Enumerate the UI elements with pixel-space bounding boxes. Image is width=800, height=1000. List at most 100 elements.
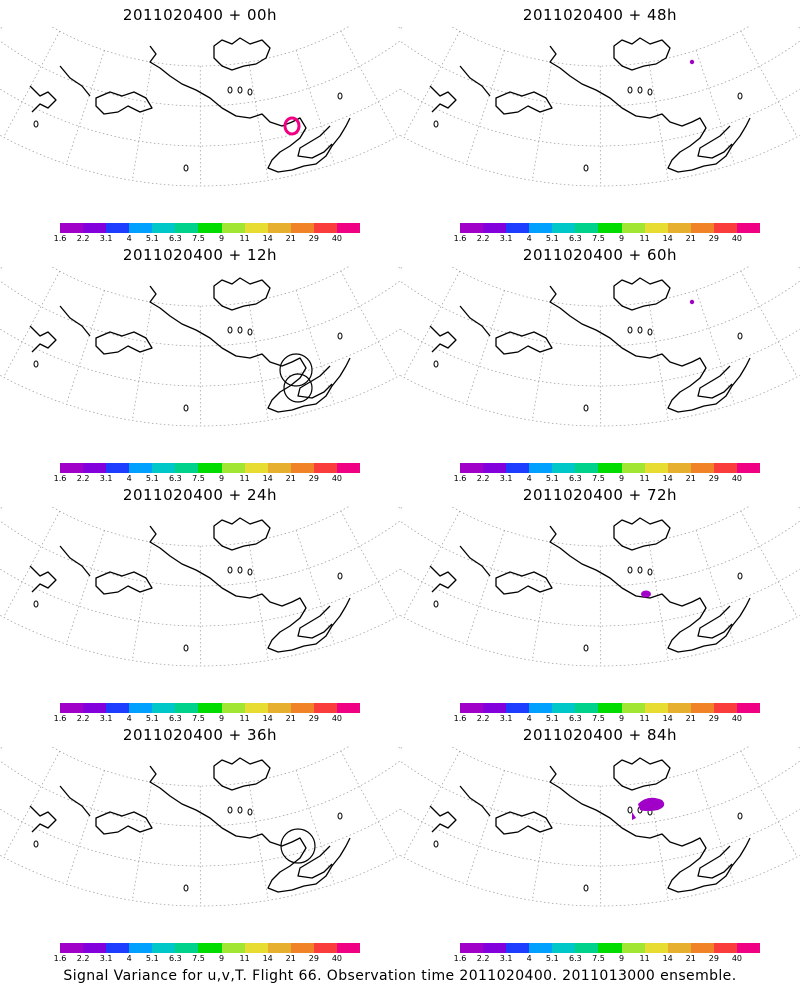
coastline [95,91,153,115]
meridian [3,751,60,858]
colorbar-label: 2.2 [76,474,90,483]
variance-blob [641,590,651,598]
colorbar-swatch [313,223,337,233]
colorbar-labels: 1.6 2.2 3.1 4 5.1 6.3 7.5 9 11 14 21 29 40 [54,474,360,484]
colorbar-swatch [644,943,668,953]
colorbar-label: 4 [526,234,532,243]
colorbar-label: 21 [285,954,296,963]
meridian [3,511,60,618]
island [237,326,243,334]
latitude-circle [0,520,400,587]
coastline [213,757,271,791]
colorbar-label: 11 [639,954,650,963]
colorbar-swatch [313,463,337,473]
latitude-circle [49,506,351,547]
coastlines [29,277,351,413]
colorbar-swatch [152,223,176,233]
colorbar-label: 29 [308,234,319,243]
meridian [400,746,404,751]
colorbar-swatch [106,223,130,233]
map-panel: 2011020400 + 12h 1.6 2.2 3.1 4 5.1 6.3 7.5 9 11 14… [0,240,400,483]
coastlines [429,37,751,173]
island [627,86,633,94]
colorbar-label: 7.5 [592,474,605,483]
colorbar-swatch [529,703,553,713]
colorbar-label: 9 [618,714,625,723]
polar-map [0,746,400,907]
colorbar-label: 11 [639,714,650,723]
meridian [403,31,460,138]
colorbar-label: 29 [708,714,719,723]
colorbar-label: 3.1 [499,234,513,243]
colorbar-label: 14 [662,474,673,483]
meridian [532,782,553,901]
colorbar-label: 2.2 [476,954,490,963]
variance-blob [689,59,695,65]
colorbar-label: 9 [218,954,225,963]
colorbar-swatch [60,703,84,713]
colorbar-swatch [529,463,553,473]
graticule [400,266,800,427]
latitude-circle [400,134,800,187]
panel-title: 2011020400 + 12h [122,246,278,264]
colorbar-label: 4 [526,954,532,963]
latitude-circle [0,374,400,427]
meridian [3,271,60,378]
coastline [549,765,751,893]
colorbar-label: 14 [662,234,673,243]
meridian [0,26,4,31]
colorbar-label: 4 [126,474,132,483]
latitude-circle [0,40,400,107]
colorbar-labels: 1.6 2.2 3.1 4 5.1 6.3 7.5 9 11 14 21 29 40 [54,234,360,244]
meridian [132,782,153,901]
island [647,568,653,576]
colorbar-label: 40 [731,474,743,483]
colorbar-swatch [598,703,622,713]
colorbar-swatch [221,223,245,233]
island [737,572,743,580]
island [583,404,589,412]
colorbar-label: 6.3 [569,474,582,483]
meridian [295,50,335,165]
colorbar-swatch [483,463,507,473]
colorbar-label: 40 [731,714,743,723]
colorbar-swatch [198,223,222,233]
colorbar-swatch [290,223,314,233]
panel-title: 2011020400 + 48h [522,6,678,24]
colorbar-label: 11 [239,954,250,963]
coastline [213,37,271,71]
colorbar-label: 21 [285,714,296,723]
meridian [397,746,400,750]
colorbar-swatch [621,703,645,713]
colorbar-label: 5.1 [545,234,559,243]
meridian [648,541,669,661]
colorbar-swatch [575,703,599,713]
colorbar-label: 11 [639,234,650,243]
graticule [400,506,800,667]
colorbar-swatch [244,943,268,953]
latitude-circle [49,746,351,787]
island [627,806,633,814]
latitude-circle [0,760,400,827]
colorbar-swatch [621,463,645,473]
meridian [400,26,404,31]
meridian [0,506,4,511]
coastline [429,545,491,593]
meridian [532,302,553,421]
colorbar-label: 21 [685,474,696,483]
colorbar-swatch [175,943,199,953]
island [583,884,589,892]
colorbar-label: 3.1 [99,714,113,723]
meridian [65,530,105,645]
colorbar-label: 11 [239,714,250,723]
colorbar [60,703,361,713]
graticule [0,506,400,667]
meridian [248,61,269,181]
latitude-circle [400,520,800,587]
colorbar-label: 11 [639,474,650,483]
coastline [429,305,491,353]
island [627,326,633,334]
colorbar [60,943,361,953]
colorbar-label: 6.3 [169,474,182,483]
colorbar-swatch [690,223,714,233]
